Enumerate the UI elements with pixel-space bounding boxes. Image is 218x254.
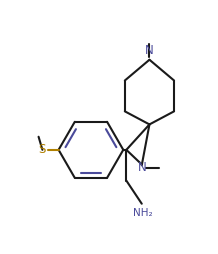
Text: N: N: [137, 161, 146, 174]
Text: S: S: [38, 143, 46, 156]
Text: N: N: [145, 44, 154, 57]
Text: NH₂: NH₂: [133, 208, 153, 218]
